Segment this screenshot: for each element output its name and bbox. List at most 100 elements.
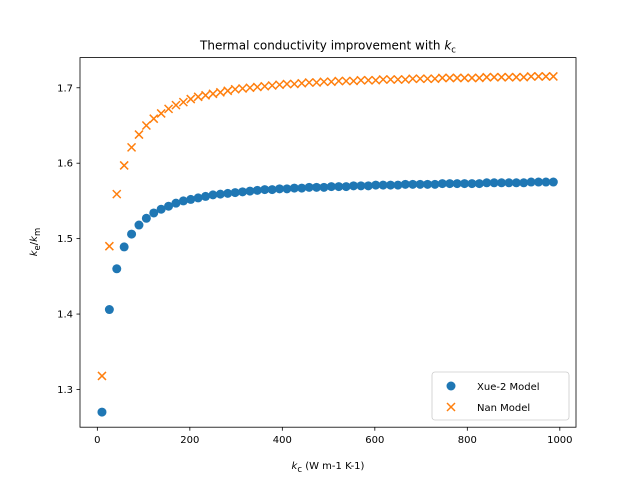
nan-point [341,76,351,86]
xue2-point [215,189,225,199]
xue2-point [386,180,396,190]
xue2-point [97,407,107,417]
nan-point [127,142,137,152]
xue2-point [474,179,484,189]
nan-point [489,72,499,82]
nan-point [134,130,144,140]
nan-point [164,104,174,114]
xue2-point [445,179,455,189]
xue2-point [326,182,336,192]
nan-point [400,74,410,85]
xue2-point [156,204,166,214]
nan-point [193,92,203,102]
xue2-point [334,182,344,192]
xue2-point [104,305,114,315]
xue2-point [460,179,470,189]
legend-label-nan: Nan Model [477,403,530,414]
plot-area [80,57,576,428]
xue2-point [112,264,122,274]
nan-point [445,73,455,83]
nan-point [548,71,558,81]
x-tick-label: 400 [273,435,292,446]
xue2-point [260,185,270,195]
xue2-point [519,178,529,188]
xue2-point [149,208,159,218]
y-tick-label: 1.6 [57,159,73,170]
xue2-point [178,196,188,206]
xue2-point [267,185,277,195]
nan-point [230,84,240,94]
xue2-point [186,194,196,204]
legend: Xue-2 Model Nan Model [431,371,570,421]
y-axis-ticks: 1.3 1.4 1.5 1.6 1.7 [57,83,80,396]
nan-point [156,108,166,118]
xue2-point [393,180,403,190]
nan-point [319,77,329,87]
xue2-point [245,186,255,196]
y-axis-label: ke/km [29,228,43,256]
x-tick-label: 800 [458,435,477,446]
nan-point [467,73,477,83]
nan-point [474,73,484,83]
xue2-point [297,183,307,193]
nan-point [171,100,181,110]
nan-point [304,77,314,88]
nan-point [208,89,218,99]
xue2-point [548,177,558,187]
xue2-point [415,179,425,189]
y-tick-label: 1.5 [57,234,73,245]
x-tick-label: 1000 [547,435,572,446]
y-tick-label: 1.3 [57,385,73,396]
xue2-point [489,178,499,188]
nan-point [119,160,129,170]
nan-point [349,76,359,86]
nan-point [363,75,373,85]
nan-point [511,72,521,82]
nan-point [430,74,440,84]
xue2-point [134,220,144,230]
nan-point [519,72,529,82]
xue2-point [467,179,477,189]
nan-point [215,87,225,97]
nan-point [326,77,336,87]
y-tick-label: 1.4 [57,310,73,321]
nan-point [282,79,292,89]
nan-point [149,114,159,124]
nan-point [452,73,462,83]
nan-point [482,72,492,82]
nan-point [415,74,425,84]
x-axis-ticks: 0 200 400 600 800 1000 [94,427,573,446]
nan-point [289,79,299,89]
nan-point [423,74,433,84]
nan-point [408,74,418,84]
xue2-point [400,179,410,189]
xue2-point [208,190,218,200]
xue2-point [430,179,440,189]
nan-point [260,81,270,91]
nan-point [497,72,507,82]
nan-point [178,97,188,107]
xue2-point [423,179,433,189]
nan-point [534,71,544,81]
nan-point [378,74,388,85]
xue2-point [356,181,366,191]
xue2-point [252,185,262,195]
nan-point [223,86,233,96]
y-tick-label: 1.7 [57,83,73,94]
xue2-point [289,183,299,193]
nan-point [312,77,322,88]
nan-point [526,71,536,81]
legend-box [431,371,570,421]
xue2-point [541,177,551,187]
nan-point [252,82,262,92]
xue2-point [275,184,285,194]
nan-point [356,75,366,85]
xue2-point [201,191,211,201]
xue2-point [497,178,507,188]
xue2-point [511,178,521,188]
xue2-point [141,213,151,223]
xue2-point [452,179,462,189]
xue2-point [408,179,418,189]
data-marks [97,71,558,417]
xue2-point [504,178,514,188]
